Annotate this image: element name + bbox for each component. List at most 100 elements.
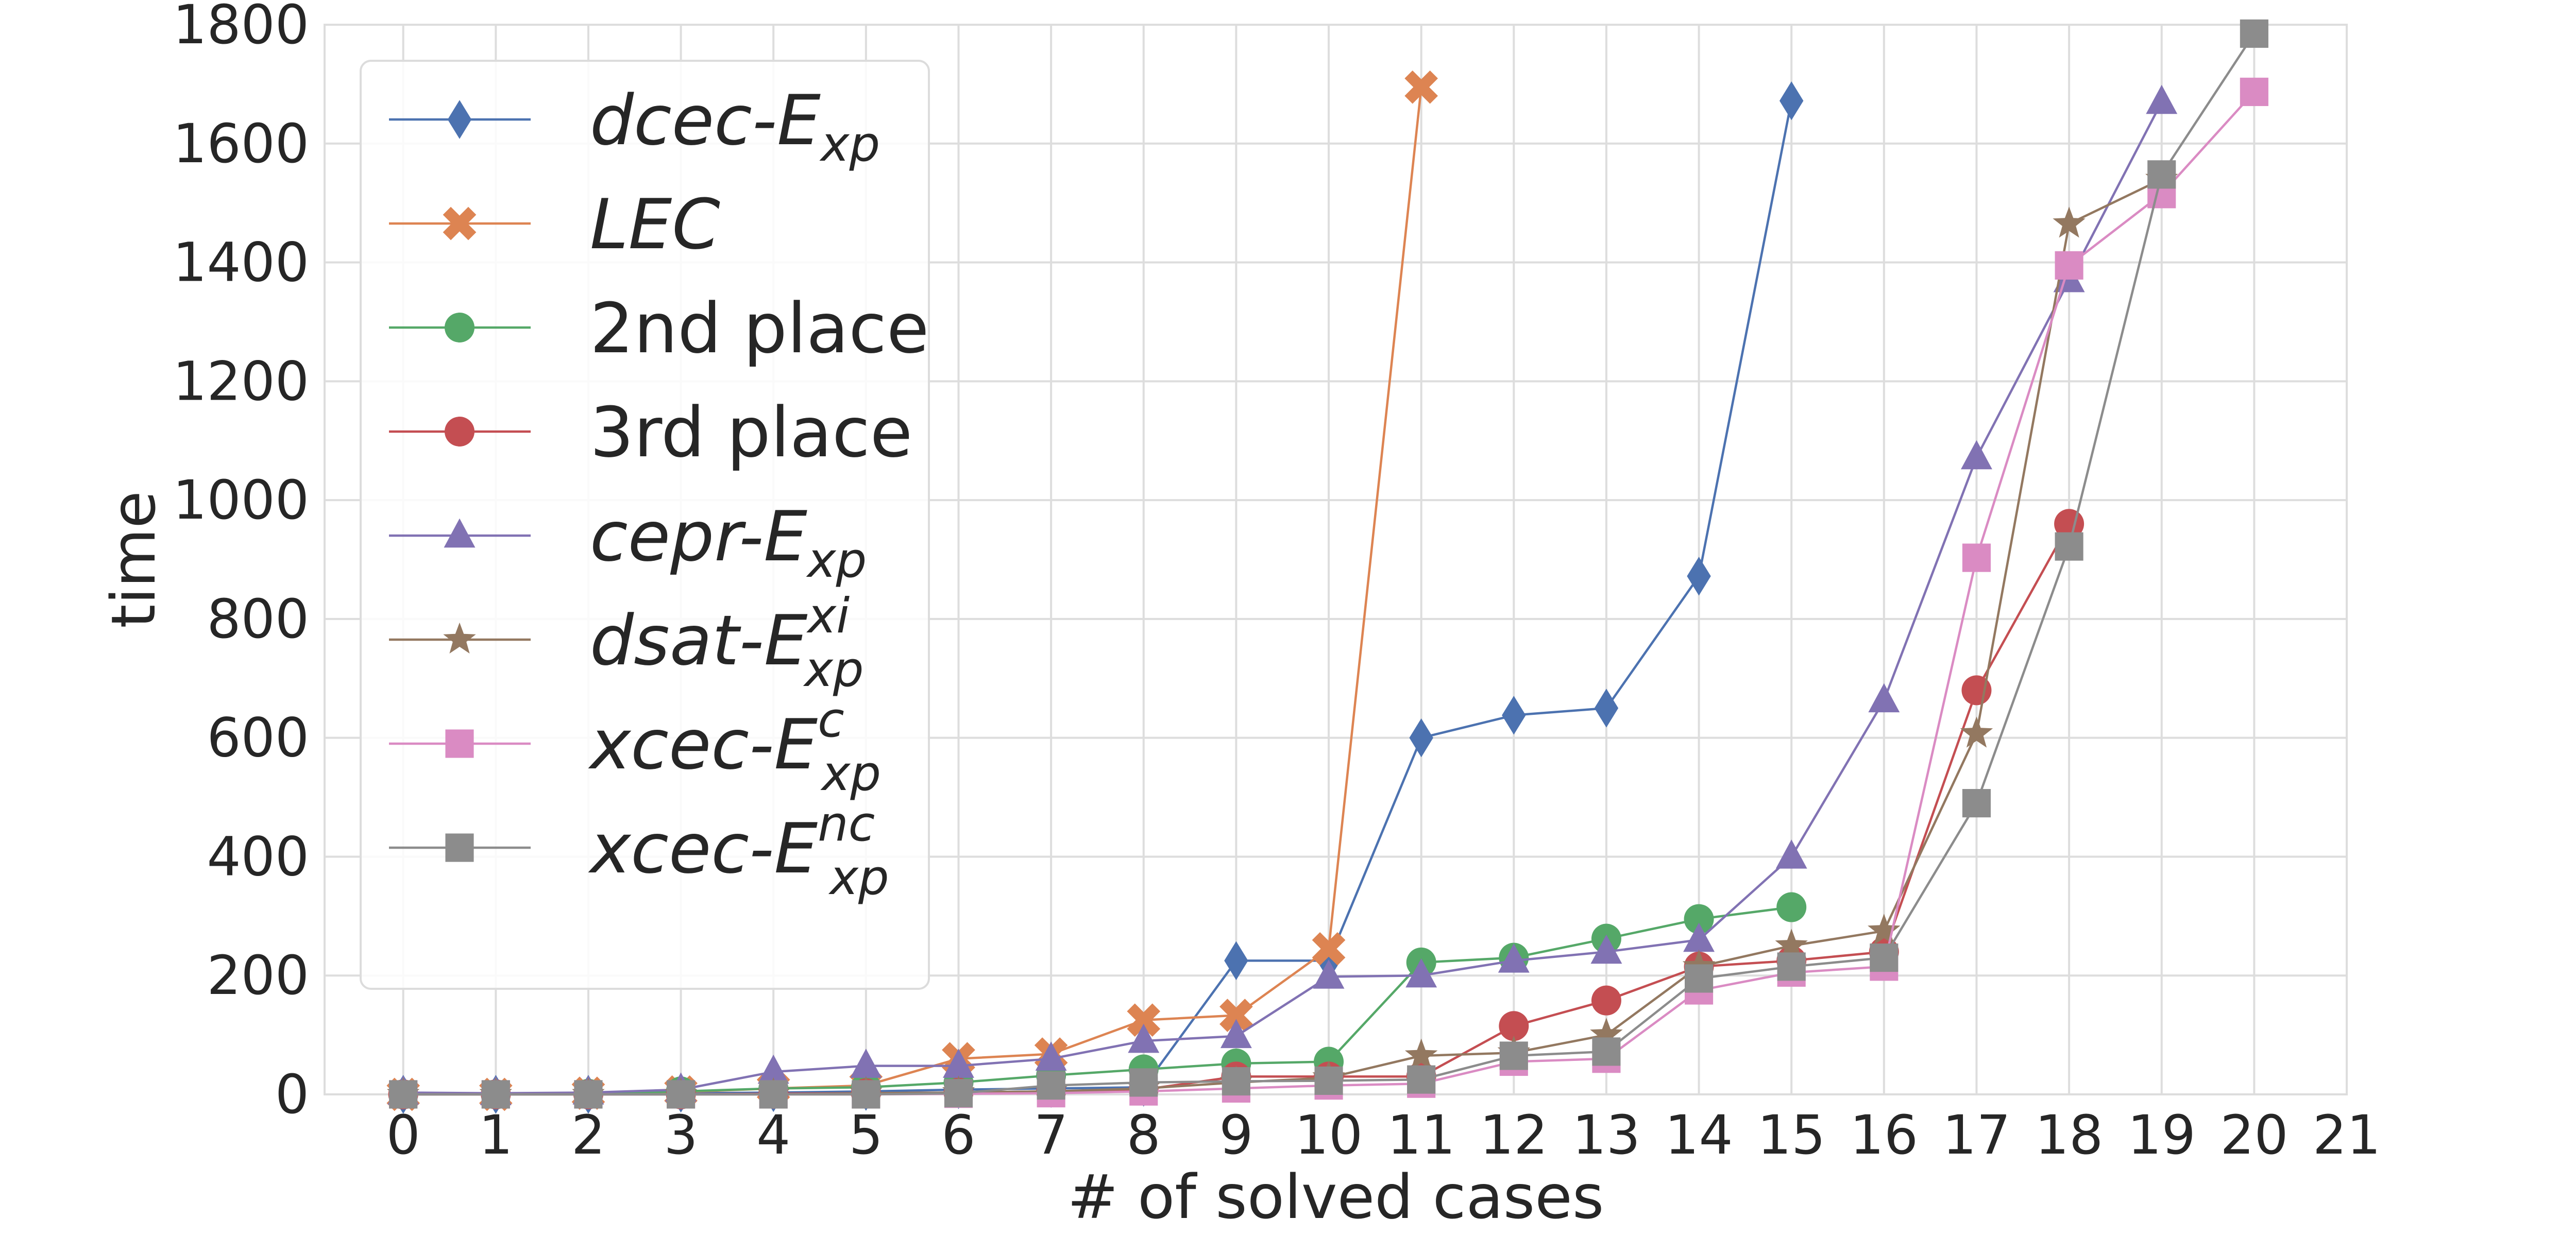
data-point: [1868, 683, 1900, 713]
data-point: [1962, 543, 1991, 572]
data-point: [1220, 1019, 1252, 1049]
legend-label: xcec-Enc xp: [588, 796, 889, 906]
data-point: [1779, 81, 1804, 121]
data-point: [1409, 718, 1433, 758]
x-tick-label: 18: [2035, 1104, 2103, 1166]
x-tick-label: 16: [1850, 1104, 1918, 1166]
legend-label: 3rd place: [590, 392, 912, 473]
legend-label: LEC: [590, 184, 720, 265]
data-point: [1685, 964, 1714, 993]
legend-box: [360, 60, 930, 990]
x-tick-label: 15: [1757, 1104, 1825, 1166]
data-point: [1594, 689, 1619, 728]
data-point: [1775, 929, 1808, 960]
x-tick-label: 19: [2128, 1104, 2196, 1166]
x-axis-label: # of solved cases: [1067, 1161, 1604, 1232]
legend-entry: 2nd place: [389, 288, 929, 369]
data-point: [1687, 557, 1711, 596]
data-point: [1592, 1037, 1621, 1066]
data-point: [2053, 207, 2086, 238]
legend-marker: [444, 518, 476, 548]
legend-label-text: xcec-E: [588, 705, 818, 785]
y-tick-label: 400: [207, 825, 309, 888]
data-point: [1683, 922, 1715, 952]
x-tick-label: 1: [479, 1104, 513, 1166]
data-point: [943, 1049, 974, 1078]
data-point: [2240, 19, 2268, 48]
data-point: [1222, 1067, 1250, 1096]
legend-marker: [445, 833, 474, 862]
data-point: [1590, 1018, 1623, 1049]
data-point: [1868, 914, 1901, 945]
data-point: [1127, 1003, 1161, 1037]
data-point: [389, 1080, 418, 1109]
data-point: [1962, 789, 1991, 818]
data-point: [1128, 1023, 1160, 1053]
x-tick-label: 4: [756, 1104, 790, 1166]
data-point: [2055, 251, 2083, 280]
y-tick-label: 0: [275, 1063, 309, 1126]
y-tick-label: 200: [207, 944, 309, 1007]
x-tick-label: 3: [664, 1104, 698, 1166]
data-point: [1870, 943, 1899, 972]
x-tick-label: 12: [1480, 1104, 1548, 1166]
legend-label: cepr-Exp: [590, 496, 867, 589]
data-point: [1407, 1065, 1436, 1094]
legend-label: dcec-Exp: [590, 80, 880, 173]
x-tick-label: 6: [941, 1104, 975, 1166]
x-tick-label: 2: [571, 1104, 605, 1166]
data-point: [1776, 892, 1807, 922]
data-point: [2055, 532, 2083, 561]
data-point: [1961, 440, 1992, 470]
x-tick-label: 20: [2220, 1104, 2288, 1166]
data-point: [1224, 941, 1248, 981]
legend-label-sup: xi: [806, 588, 850, 644]
data-point: [2147, 160, 2176, 189]
data-point: [1498, 943, 1530, 973]
data-point: [759, 1080, 788, 1109]
data-point: [1219, 999, 1253, 1032]
y-tick-label: 1000: [173, 469, 309, 531]
legend-marker: [445, 417, 474, 447]
series-layer: [386, 19, 2268, 1114]
legend-label-text: dsat-E: [590, 600, 808, 681]
x-tick-label: 13: [1572, 1104, 1640, 1166]
legend-label-sub: xp: [803, 642, 863, 698]
legend-marker: [445, 313, 474, 342]
data-point: [944, 1079, 973, 1108]
y-tick-label: 800: [207, 588, 309, 650]
legend-label-sup: nc: [818, 796, 875, 852]
legend-label: 2nd place: [590, 288, 929, 369]
legend-entry: dsat-Exi xp: [389, 588, 864, 698]
legend-label-text: cepr-E: [590, 496, 807, 577]
data-point: [574, 1080, 603, 1109]
legend-marker: [447, 100, 472, 139]
legend-label-text: xcec-E: [588, 809, 818, 889]
data-point: [1405, 958, 1437, 988]
legend-entry: dcec-Exp: [389, 80, 880, 173]
legend-label-text: 3rd place: [590, 392, 912, 473]
legend-label-text: dcec-E: [590, 80, 821, 161]
legend-marker: [443, 622, 476, 654]
x-tick-label: 14: [1665, 1104, 1733, 1166]
legend-label-sub: xp: [828, 850, 889, 906]
legend-label-text: LEC: [590, 184, 720, 265]
y-tick-label: 600: [207, 707, 309, 769]
x-tick-label: 11: [1387, 1104, 1455, 1166]
legend-entry: xcec-Enc xp: [389, 796, 889, 906]
legend-label: xcec-Ec xp: [588, 692, 881, 802]
data-point: [2240, 77, 2268, 106]
x-tick-label: 17: [1942, 1104, 2010, 1166]
legend-entry: xcec-Ec xp: [389, 692, 881, 802]
y-tick-label: 1200: [173, 350, 309, 413]
x-tick-label: 9: [1219, 1104, 1253, 1166]
legend-label-sub: xp: [819, 116, 880, 173]
legend-marker: [443, 207, 477, 241]
data-point: [852, 1080, 880, 1109]
data-point: [1590, 934, 1622, 964]
data-point: [1035, 1041, 1067, 1071]
data-point: [1775, 839, 1807, 869]
x-tick-label: 10: [1295, 1104, 1363, 1166]
legend-entry: 3rd place: [389, 392, 912, 473]
data-point: [2146, 84, 2178, 114]
